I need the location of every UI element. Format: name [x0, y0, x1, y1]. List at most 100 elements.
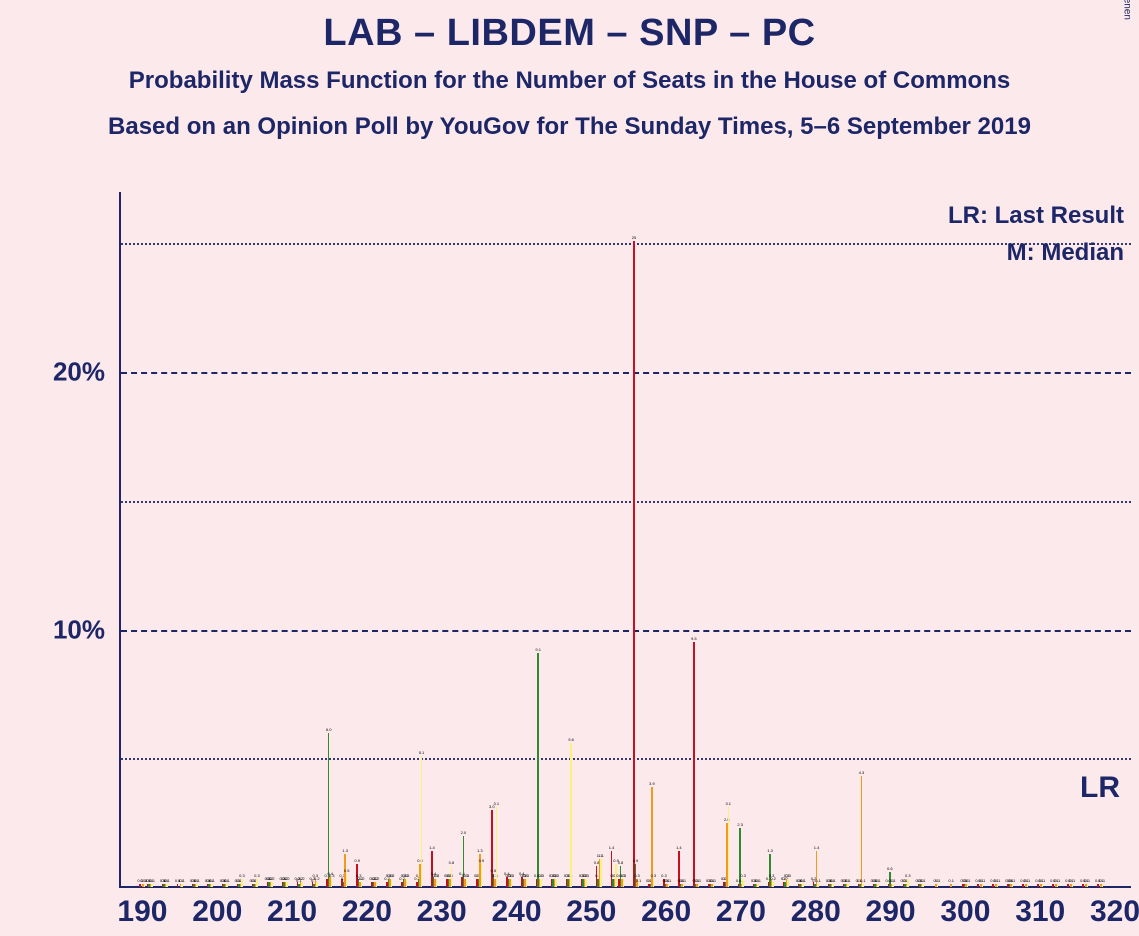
bar-value-label: 0.8	[618, 860, 624, 865]
bar-value-label: 0.3	[538, 873, 544, 878]
bar-value-label: 0.3	[434, 873, 440, 878]
chart-bar-yellow	[787, 879, 789, 887]
chart-bar-yellow	[555, 879, 557, 887]
chart-bar-yellow	[211, 884, 213, 887]
bar-value-label: 0.1	[179, 878, 185, 883]
bar-value-label: 0.1	[636, 878, 642, 883]
chart-bar-red	[1067, 884, 1069, 887]
chart-bar-orange	[651, 787, 653, 887]
chart-bar-yellow	[600, 859, 602, 887]
chart-bar-yellow	[668, 884, 670, 887]
bar-value-label: 0.1	[1055, 878, 1061, 883]
y-tick-label: 10%	[25, 614, 105, 645]
bar-value-label: 1.3	[477, 848, 483, 853]
chart-title: LAB – LIBDEM – SNP – PC	[0, 12, 1139, 55]
chart-bar-red	[992, 884, 994, 887]
chart-bar-yellow	[511, 879, 513, 887]
chart-bar-yellow	[757, 884, 759, 887]
chart-bar-yellow	[226, 884, 228, 887]
bar-value-label: 0.2	[284, 876, 290, 881]
bar-value-label: 0.2	[359, 876, 365, 881]
bar-value-label: 0.3	[740, 873, 746, 878]
chart-bar-yellow	[982, 884, 984, 887]
bar-value-label: 0.3	[389, 873, 395, 878]
bar-value-label: 0.3	[509, 873, 515, 878]
chart-bar-green	[328, 733, 330, 887]
chart-bar-red	[693, 642, 695, 887]
bar-value-label: 2.3	[737, 822, 743, 827]
chart-bar-yellow	[1012, 884, 1014, 887]
bar-value-label: 9.1	[535, 647, 541, 652]
bar-value-label: 2.0	[461, 830, 467, 835]
chart-bar-yellow	[241, 879, 243, 887]
chart-bar-yellow	[623, 879, 625, 887]
bar-value-label: 6.0	[326, 727, 332, 732]
bar-value-label: 0.9	[354, 858, 360, 863]
bar-value-label: 1.3	[767, 848, 773, 853]
bar-value-label: 1.1	[598, 853, 604, 858]
bar-value-label: 1.4	[609, 845, 615, 850]
bar-value-label: 0.3	[553, 873, 559, 878]
chart-bar-orange	[950, 884, 952, 887]
chart-bar-yellow	[937, 884, 939, 887]
bar-value-label: 0.1	[209, 878, 215, 883]
bar-value-label: 0.6	[887, 866, 893, 871]
chart-bar-yellow	[466, 879, 468, 887]
chart-bar-green	[537, 653, 539, 887]
bar-value-label: 5.6	[568, 737, 574, 742]
chart-bar-yellow	[892, 884, 894, 887]
chart-bar-yellow	[862, 884, 864, 887]
bar-value-label: 0.2	[314, 876, 320, 881]
bar-value-label: 0.1	[194, 878, 200, 883]
chart-bar-yellow	[698, 884, 700, 887]
chart-bar-yellow	[540, 879, 542, 887]
chart-bar-yellow	[271, 882, 273, 887]
bar-value-label: 0.3	[651, 873, 657, 878]
chart-bar-red	[633, 241, 635, 887]
chart-bar-yellow	[742, 879, 744, 887]
legend-last-result: LR: Last Result	[948, 202, 1124, 230]
bar-value-label: 0.1	[845, 878, 851, 883]
chart-bar-yellow	[286, 882, 288, 887]
chart-bar-yellow	[832, 884, 834, 887]
bar-value-label: 0.1	[1070, 878, 1076, 883]
bar-value-label: 0.1	[860, 878, 866, 883]
chart-bar-yellow	[1102, 884, 1104, 887]
plot-area: 0.1 0.1 0.1 0.1 0.1 0.1 0.1 0.1 0.1 0.1 0.1 0.1 0.1 0…	[50, 187, 1130, 887]
bar-value-label: 0.2	[299, 876, 305, 881]
bar-value-label: 9.5	[691, 636, 697, 641]
bar-value-label: 0.3	[254, 873, 260, 878]
bar-value-label: 0.3	[621, 873, 627, 878]
bar-value-label: 1.4	[676, 845, 682, 850]
chart-bar-yellow	[144, 884, 146, 887]
chart-bar-yellow	[301, 882, 303, 887]
chart-bar-yellow	[570, 743, 572, 887]
chart-bar-yellow	[346, 874, 348, 887]
bar-value-label: 0.1	[815, 878, 821, 883]
lr-marker-label: LR	[1080, 771, 1120, 805]
bar-value-label: 0.2	[770, 876, 776, 881]
chart-bar-yellow	[772, 882, 774, 887]
chart-bar-yellow	[728, 807, 730, 887]
bar-value-label: 0.1	[890, 878, 896, 883]
chart-bar-red	[1022, 884, 1024, 887]
bar-value-label: 0.1	[1025, 878, 1031, 883]
bar-value-label: 0.1	[948, 878, 954, 883]
bar-value-label: 0.1	[1040, 878, 1046, 883]
chart-bar-red	[139, 884, 141, 887]
chart-bar-red	[1052, 884, 1054, 887]
bar-value-label: 0.1	[965, 878, 971, 883]
bar-value-label: 5.1	[419, 750, 425, 755]
chart-bar-yellow	[481, 864, 483, 887]
bar-value-label: 1.4	[429, 845, 435, 850]
bar-value-label: 3.9	[649, 781, 655, 786]
bar-value-label: 0.1	[755, 878, 761, 883]
chart-bar-yellow	[1072, 884, 1074, 887]
chart-bar-yellow	[166, 884, 168, 887]
bar-value-label: 0.1	[875, 878, 881, 883]
bar-value-label: 1.4	[814, 845, 820, 850]
chart-bar-yellow	[997, 884, 999, 887]
chart-subtitle-1: Probability Mass Function for the Number…	[0, 67, 1139, 95]
chart-bar-yellow	[181, 884, 183, 887]
chart-bar-yellow	[526, 879, 528, 887]
